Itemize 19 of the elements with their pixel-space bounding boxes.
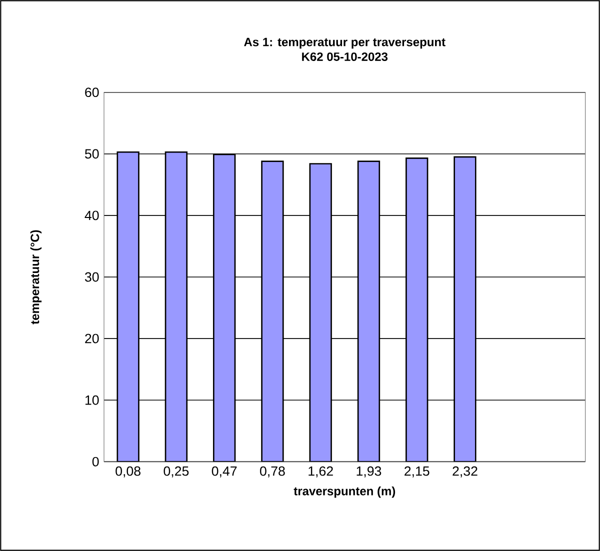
y-tick-label: 10	[85, 395, 99, 405]
y-tick-label: 50	[85, 149, 99, 159]
x-tick-label: 0,25	[164, 466, 189, 478]
y-tick-label: 40	[84, 210, 99, 220]
x-tick-label: 2,15	[404, 466, 430, 478]
x-axis-title: traverspunten (m)	[294, 486, 396, 498]
y-tick-label: 20	[85, 334, 99, 344]
chart-subtitle: K62 05-10-2023	[302, 52, 388, 61]
y-tick-label: 0	[92, 456, 99, 466]
y-axis-title: temperatuur (°C)	[30, 230, 42, 324]
x-tick-label: 0,47	[212, 466, 237, 478]
x-tick-label: 2,32	[452, 466, 478, 478]
y-tick-label: 60	[85, 88, 99, 98]
y-tick-label: 30	[84, 272, 99, 282]
x-tick-label: 1,62	[308, 466, 333, 478]
chart-title: As 1: temperatuur per traversepunt	[244, 38, 446, 49]
x-tick-label: 1,93	[356, 466, 382, 478]
x-tick-label: 0,08	[116, 466, 140, 478]
x-tick-label: 0,78	[260, 466, 285, 478]
